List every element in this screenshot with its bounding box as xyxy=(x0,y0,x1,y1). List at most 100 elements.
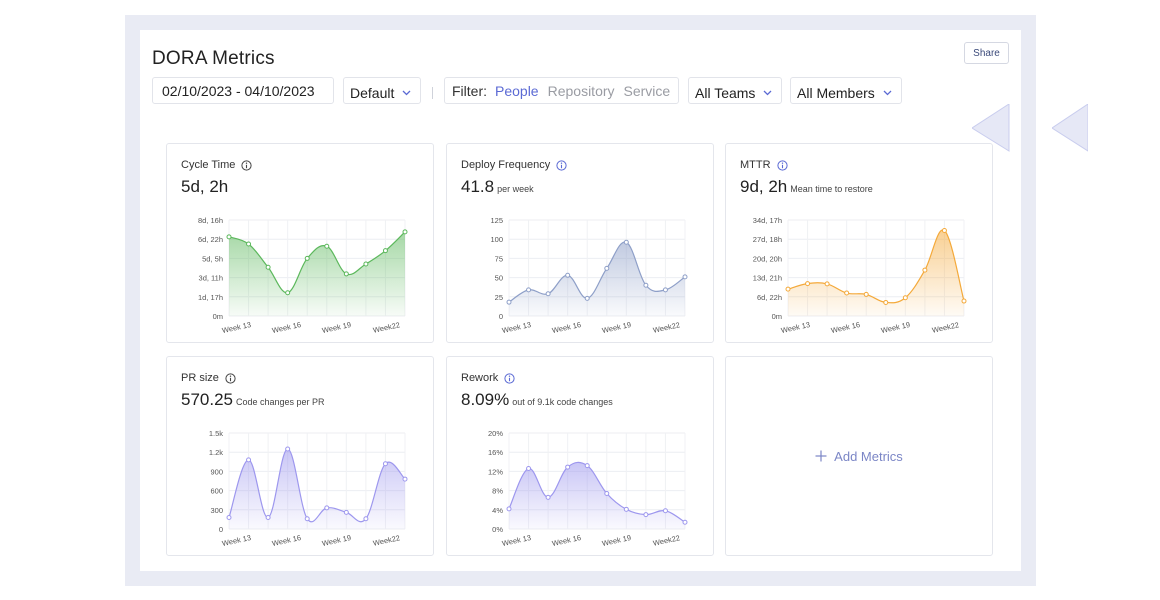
toolbar-divider xyxy=(432,87,433,99)
y-tick-label: 50 xyxy=(495,274,503,283)
plus-icon xyxy=(815,450,827,462)
data-point xyxy=(623,506,629,512)
info-icon[interactable] xyxy=(556,159,567,171)
filter-label: Filter: xyxy=(452,82,487,99)
data-point xyxy=(623,239,629,245)
x-tick-label: Week 19 xyxy=(321,320,352,335)
metric-unit: Code changes per PR xyxy=(236,397,325,407)
data-point xyxy=(565,272,571,278)
data-point xyxy=(785,286,791,292)
data-point xyxy=(226,514,232,520)
x-tick-label: Week 13 xyxy=(501,533,532,548)
data-point xyxy=(805,281,811,287)
y-tick-label: 4% xyxy=(492,506,503,515)
data-point xyxy=(883,299,889,305)
filter-option-repository[interactable]: Repository xyxy=(547,82,615,99)
x-tick-label: Week 13 xyxy=(221,320,252,335)
date-range-picker[interactable]: 02/10/2023 - 04/10/2023 xyxy=(152,77,334,104)
x-tick-label: Week22 xyxy=(652,533,681,547)
view-select-value: Default xyxy=(350,84,395,101)
data-point xyxy=(324,243,330,249)
y-tick-label: 6d, 22h xyxy=(757,293,782,302)
data-point xyxy=(304,255,310,261)
filter-option-service[interactable]: Service xyxy=(623,82,671,99)
x-tick-label: Week22 xyxy=(372,533,401,547)
y-tick-label: 0 xyxy=(219,525,223,534)
series-line xyxy=(508,241,686,303)
data-point xyxy=(545,291,551,297)
x-tick-label: Week 19 xyxy=(880,320,911,335)
data-point xyxy=(902,295,908,301)
metric-title: MTTR xyxy=(740,159,788,171)
x-tick-label: Week 16 xyxy=(830,320,861,335)
y-tick-label: 12% xyxy=(488,467,503,476)
share-button[interactable]: Share xyxy=(964,42,1009,64)
teams-select-value: All Teams xyxy=(695,84,756,101)
info-icon[interactable] xyxy=(776,159,788,171)
metric-title: Deploy Frequency xyxy=(461,159,567,171)
y-tick-label: 20% xyxy=(488,429,503,438)
y-tick-label: 3d, 11h xyxy=(199,274,223,283)
data-point xyxy=(643,512,649,518)
metric-title: PR size xyxy=(181,372,236,384)
data-point xyxy=(824,281,830,287)
data-point xyxy=(941,228,947,234)
members-select[interactable]: All Members xyxy=(790,77,902,104)
y-tick-label: 13d, 21h xyxy=(753,274,782,283)
series-area xyxy=(509,462,685,529)
series-line xyxy=(228,231,406,294)
series-area xyxy=(229,448,405,529)
x-tick-label: Week22 xyxy=(652,320,681,334)
metric-unit: Mean time to restore xyxy=(790,184,873,194)
data-point xyxy=(304,516,310,522)
deploy-frequency-chart: 0 25 50 75 100 125 Week 13 Week 16 Week 19 Week22 xyxy=(490,216,688,335)
data-point xyxy=(382,461,388,467)
chevron-down-icon xyxy=(763,90,772,96)
data-point xyxy=(226,234,232,240)
metric-title-text: MTTR xyxy=(740,159,771,171)
filter-option-people[interactable]: People xyxy=(495,82,539,99)
data-point xyxy=(265,264,271,270)
y-tick-label: 20d, 20h xyxy=(753,254,782,263)
data-point xyxy=(682,519,688,525)
data-point xyxy=(506,506,512,512)
metric-card-deploy-frequency[interactable]: Deploy Frequency 41.8 per week 0 25 50 75 100… xyxy=(446,143,714,343)
view-select[interactable]: Default xyxy=(343,77,421,104)
info-icon[interactable] xyxy=(225,372,236,384)
date-range-value: 02/10/2023 - 04/10/2023 xyxy=(162,82,315,99)
x-tick-label: Week 19 xyxy=(601,320,632,335)
x-tick-label: Week 13 xyxy=(780,320,811,335)
teams-select[interactable]: All Teams xyxy=(688,77,782,104)
data-point xyxy=(246,241,252,247)
data-point xyxy=(324,505,330,511)
data-point xyxy=(343,271,349,277)
data-point xyxy=(922,267,928,273)
members-select-value: All Members xyxy=(797,84,875,101)
add-metrics-button[interactable]: Add Metrics xyxy=(725,356,993,556)
series-line xyxy=(787,229,965,304)
y-tick-label: 900 xyxy=(210,467,223,476)
info-icon[interactable] xyxy=(241,159,253,171)
y-tick-label: 100 xyxy=(490,235,503,244)
x-tick-label: Week 13 xyxy=(221,533,252,548)
data-point xyxy=(643,282,649,288)
info-icon[interactable] xyxy=(504,372,515,384)
data-point xyxy=(662,287,668,293)
x-tick-label: Week22 xyxy=(372,320,401,334)
decorative-triangle-left xyxy=(972,104,1010,152)
metric-value: 570.25 Code changes per PR xyxy=(181,390,325,410)
metric-card-mttr[interactable]: MTTR 9d, 2h Mean time to restore 0m 6d, 22… xyxy=(725,143,993,343)
data-point xyxy=(604,265,610,271)
x-tick-label: Week22 xyxy=(931,320,960,334)
metric-card-cycle-time[interactable]: Cycle Time 5d, 2h 0m 1d, 17h 3d, 11h 5d, 5h… xyxy=(166,143,434,343)
metric-card-pr-size[interactable]: PR size 570.25 Code changes per PR 0 300 60… xyxy=(166,356,434,556)
chevron-down-icon xyxy=(883,90,892,96)
y-tick-label: 75 xyxy=(495,254,503,263)
metric-card-rework[interactable]: Rework 8.09% out of 9.1k code changes 0% 4… xyxy=(446,356,714,556)
y-tick-label: 0 xyxy=(499,312,503,321)
data-point xyxy=(604,490,610,496)
series-area xyxy=(788,229,964,316)
metric-value-text: 41.8 xyxy=(461,177,495,196)
data-point xyxy=(363,261,369,267)
metric-value: 9d, 2h Mean time to restore xyxy=(740,177,873,197)
